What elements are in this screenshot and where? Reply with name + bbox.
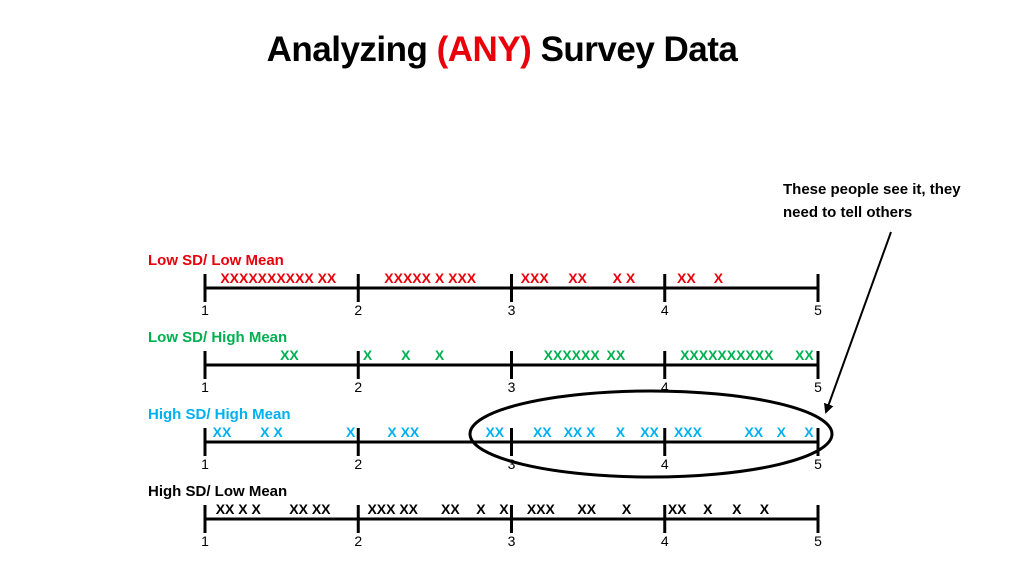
response-marks: XX <box>533 424 552 440</box>
response-marks: XXX <box>521 270 550 286</box>
response-marks: X <box>476 501 486 517</box>
tick-label: 5 <box>814 456 822 472</box>
tick-label: 1 <box>201 302 209 318</box>
tick-label: 4 <box>661 533 669 549</box>
tick-label: 2 <box>354 533 362 549</box>
response-marks: XX <box>640 424 659 440</box>
response-marks: XX <box>568 270 587 286</box>
row-label: High SD/ Low Mean <box>148 483 287 500</box>
response-marks: XX XX <box>289 501 331 517</box>
response-marks: X <box>363 347 373 363</box>
tick-label: 1 <box>201 533 209 549</box>
row-label: High SD/ High Mean <box>148 406 291 423</box>
response-marks: X <box>714 270 724 286</box>
response-marks: X <box>703 501 713 517</box>
tick-label: 1 <box>201 379 209 395</box>
response-marks: X <box>760 501 770 517</box>
response-marks: X <box>777 424 787 440</box>
response-marks: XX <box>795 347 814 363</box>
response-marks: X <box>401 347 411 363</box>
row-label: Low SD/ High Mean <box>148 329 287 346</box>
response-marks: XX X <box>564 424 597 440</box>
response-marks: XX <box>607 347 626 363</box>
highlight-ellipse <box>468 389 834 479</box>
tick-label: 5 <box>814 533 822 549</box>
response-marks: XX <box>677 270 696 286</box>
response-marks: X X <box>613 270 636 286</box>
tick-label: 1 <box>201 456 209 472</box>
response-marks: XXX <box>527 501 556 517</box>
response-marks: XX <box>744 424 763 440</box>
annotation-arrow <box>824 231 892 414</box>
response-marks: XXXXX X XXX <box>384 270 476 286</box>
title-part1: Analyzing <box>266 30 437 69</box>
response-marks: X <box>435 347 445 363</box>
annotation-line-1: These people see it, they <box>783 181 961 198</box>
tick-label: 4 <box>661 456 669 472</box>
response-marks: X <box>499 501 509 517</box>
tick-label: 4 <box>661 302 669 318</box>
response-marks: XX <box>280 347 299 363</box>
tick-label: 2 <box>354 456 362 472</box>
title-highlight: (ANY) <box>436 30 532 69</box>
tick-label: 5 <box>814 302 822 318</box>
response-marks: XX <box>213 424 232 440</box>
tick-label: 3 <box>508 533 516 549</box>
response-marks: XX X X <box>216 501 262 517</box>
response-marks: XX <box>668 501 687 517</box>
response-marks: X XX <box>387 424 420 440</box>
response-marks: X <box>346 424 356 440</box>
tick-label: 3 <box>508 456 516 472</box>
response-marks: XX <box>441 501 460 517</box>
tick-label: 3 <box>508 379 516 395</box>
annotation-note: These people see it, they need to tell o… <box>783 181 961 221</box>
tick-label: 3 <box>508 302 516 318</box>
response-marks: X <box>616 424 626 440</box>
annotation-line-2: need to tell others <box>783 204 912 221</box>
response-marks: X <box>732 501 742 517</box>
row-label: Low SD/ Low Mean <box>148 252 284 269</box>
response-marks: XX <box>485 424 504 440</box>
response-marks: XXXXXXXXXX <box>680 347 774 363</box>
response-marks: XXXXXX <box>544 347 601 363</box>
tick-label: 5 <box>814 379 822 395</box>
response-marks: X <box>804 424 814 440</box>
response-marks: X X <box>260 424 283 440</box>
title-part2: Survey Data <box>531 30 738 69</box>
tick-label: 4 <box>661 379 669 395</box>
slide-title: Analyzing (ANY) Survey Data <box>0 30 1004 70</box>
tick-label: 2 <box>354 302 362 318</box>
response-marks: XXX XX <box>367 501 418 517</box>
response-marks: XX <box>577 501 596 517</box>
response-marks: X <box>622 501 632 517</box>
tick-label: 2 <box>354 379 362 395</box>
response-marks: XXXXXXXXXX XX <box>220 270 337 286</box>
response-marks: XXX <box>674 424 703 440</box>
